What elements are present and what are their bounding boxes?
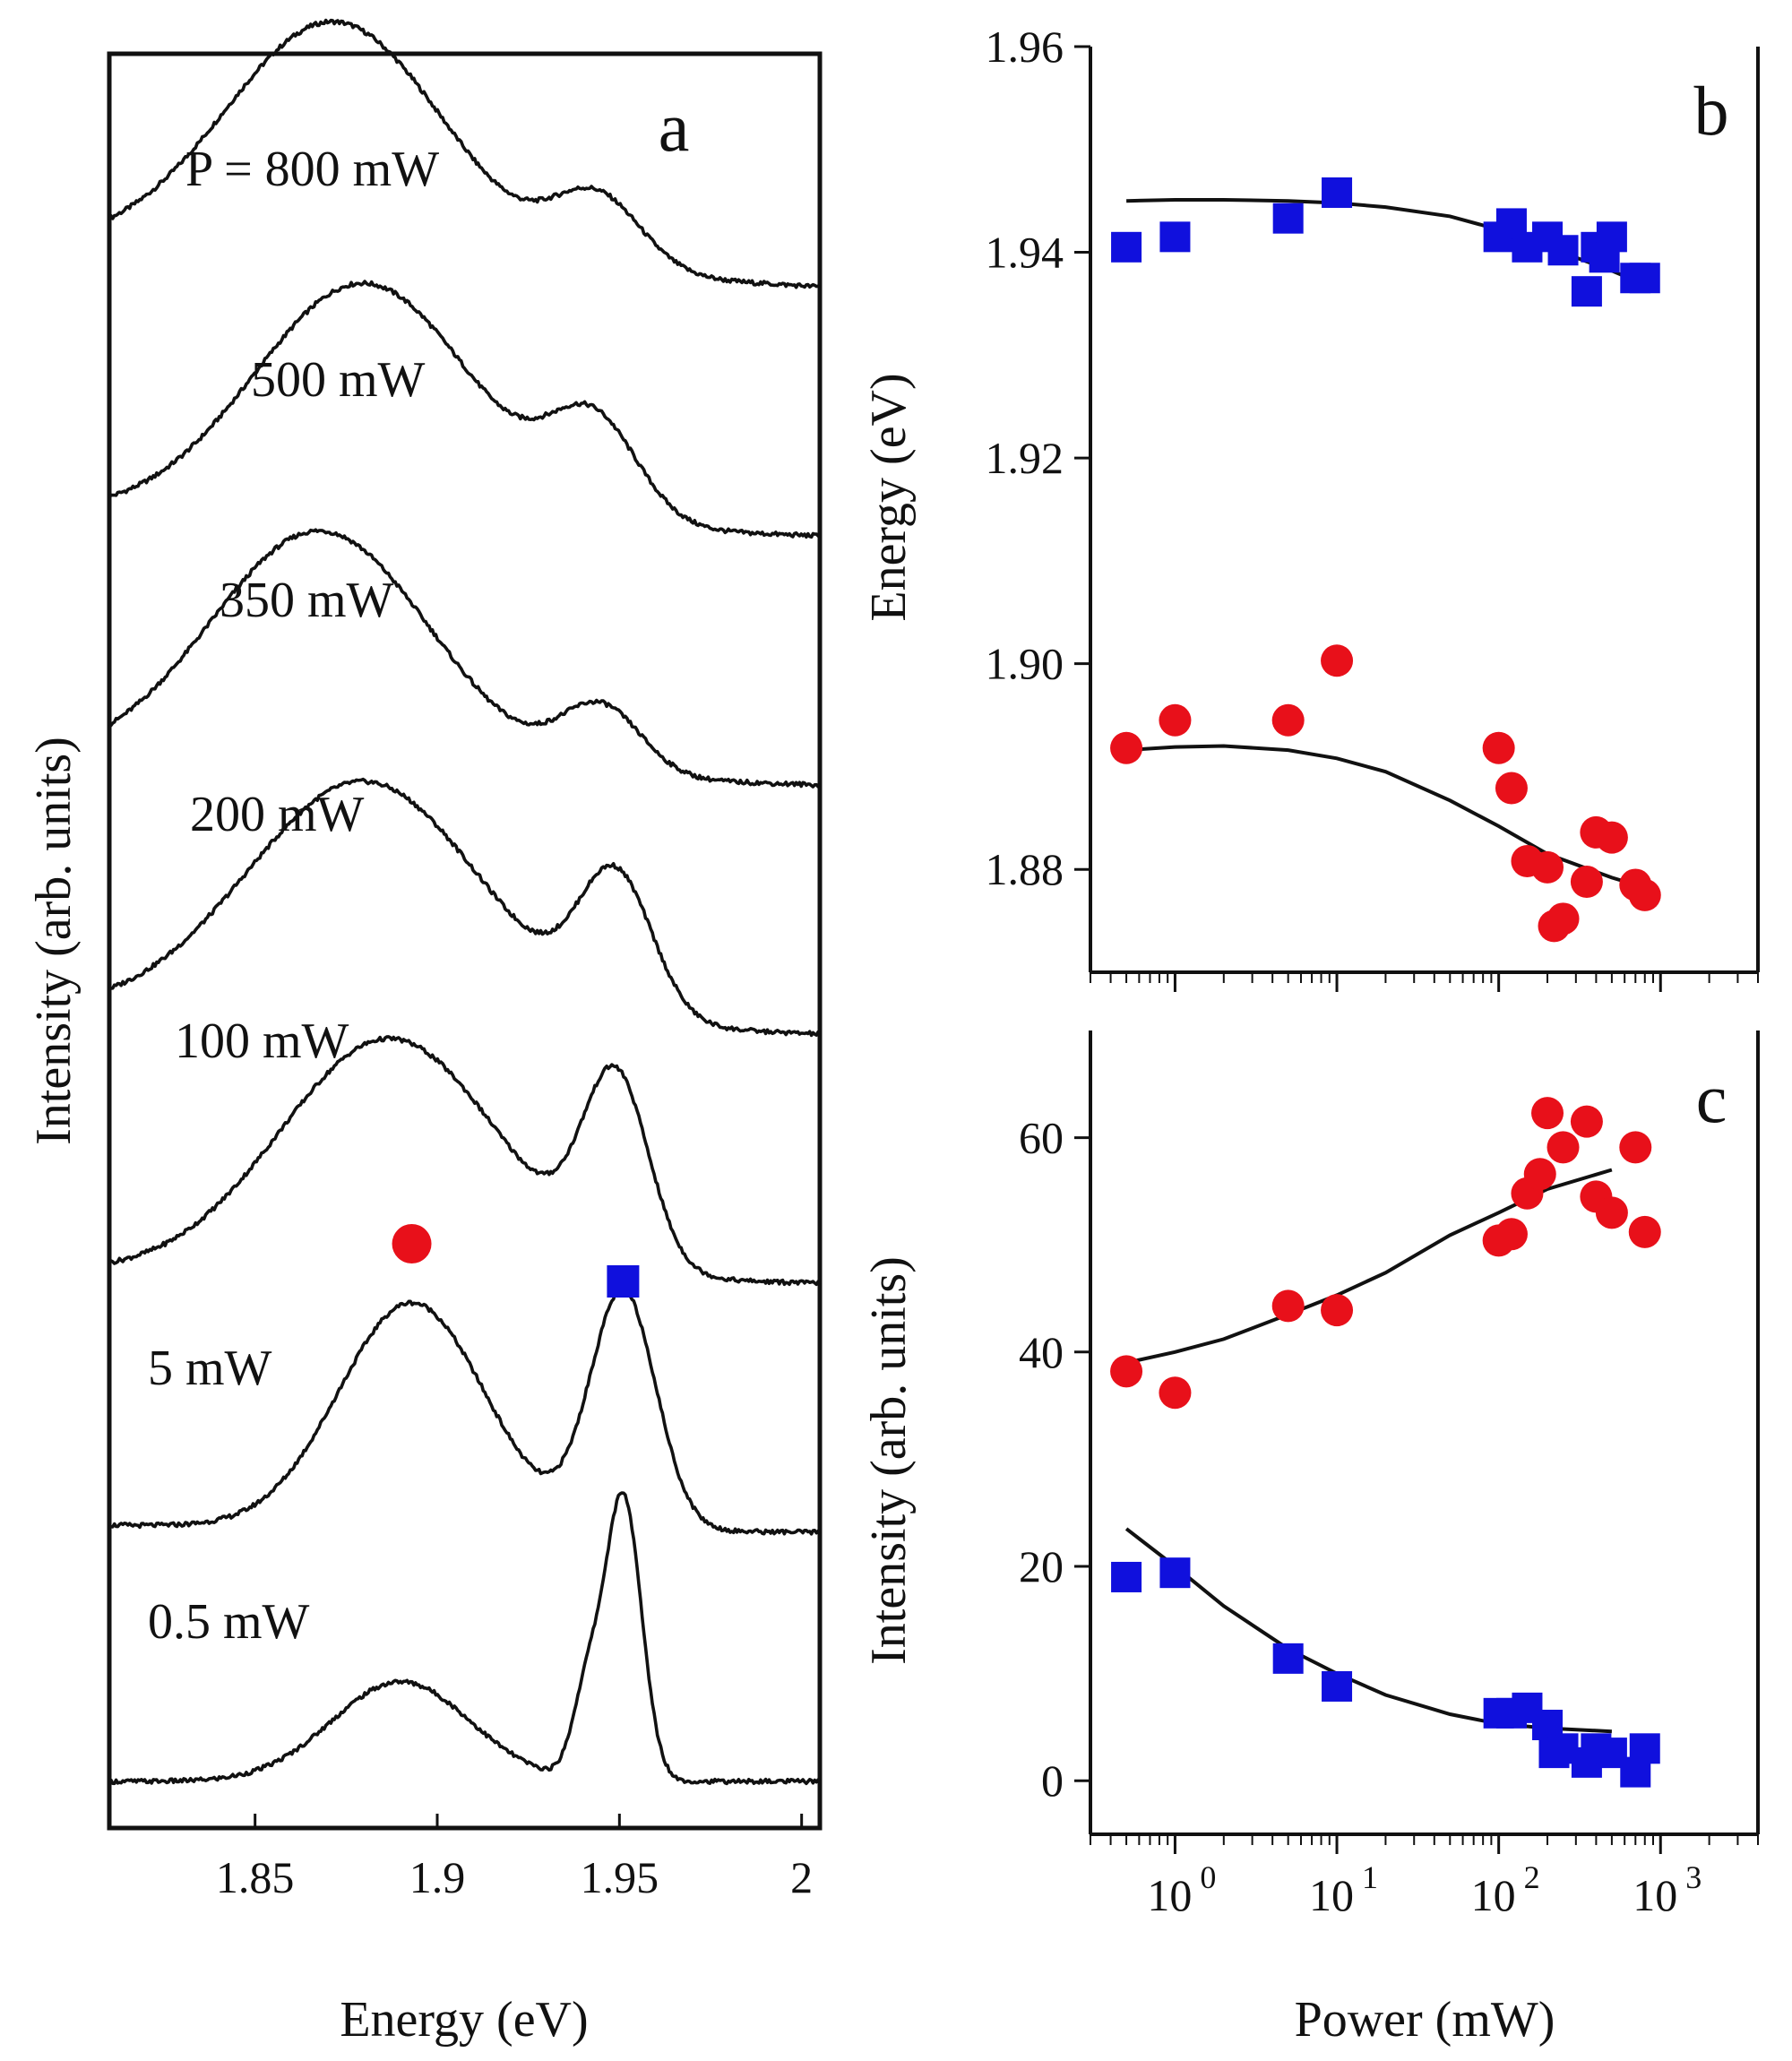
spectrum-500-mW bbox=[108, 280, 822, 539]
panel-c-ylabel: Intensity (arb. units) bbox=[861, 1256, 917, 1665]
spectrum-200-mW bbox=[108, 777, 821, 1038]
power-label: 350 mW bbox=[220, 573, 394, 628]
y-tick-label: 0 bbox=[1041, 1755, 1064, 1806]
panel-c-points bbox=[1110, 1097, 1661, 1788]
blue-square-point bbox=[1272, 203, 1304, 234]
panel-a-xtick-label: 2 bbox=[790, 1852, 813, 1902]
blue-square-point bbox=[1629, 1733, 1660, 1764]
x-tick-label: 10 bbox=[1633, 1870, 1677, 1920]
red-circle-point bbox=[1495, 772, 1528, 805]
red-circle-point bbox=[1110, 1355, 1143, 1388]
blue-square-point bbox=[1629, 263, 1660, 294]
panel-b-axes: 1.88 1.90 1.92 1.94 1.96 bbox=[986, 22, 1760, 992]
blue-square-point bbox=[1272, 1643, 1304, 1674]
red-circle-point bbox=[1595, 1196, 1628, 1229]
red-circle-point bbox=[1570, 865, 1603, 898]
y-tick-label: 1.90 bbox=[986, 639, 1064, 689]
spectrum-0_5-mW bbox=[108, 1491, 821, 1786]
red-circle-point bbox=[1628, 878, 1661, 911]
panel-a-xtick-label: 1.85 bbox=[216, 1852, 295, 1902]
power-label: 0.5 mW bbox=[148, 1594, 310, 1650]
panel-b-points bbox=[1110, 177, 1661, 943]
panel-a: 1.85 1.9 1.95 2 P = 800 mW 500 mW 350 mW 200 m… bbox=[26, 18, 823, 2048]
x-tick-label: 10 bbox=[1309, 1870, 1354, 1920]
red-circle-point bbox=[1271, 1289, 1305, 1323]
blue-square-point bbox=[1111, 231, 1142, 263]
red-circle-point bbox=[1628, 1215, 1661, 1248]
blue-square-marker bbox=[607, 1265, 640, 1298]
power-label: 200 mW bbox=[190, 787, 365, 842]
panel-a-power-labels: P = 800 mW 500 mW 350 mW 200 mW 100 mW 5 mW 0.… bbox=[148, 142, 439, 1650]
x-tick-label: 10 bbox=[1147, 1870, 1192, 1920]
panel-a-xtick-label: 1.95 bbox=[581, 1852, 659, 1902]
panel-b-ylabel: Energy (eV) bbox=[861, 373, 917, 621]
red-circle-marker bbox=[392, 1224, 432, 1263]
x-tick-label: 10 bbox=[1471, 1870, 1516, 1920]
panel-a-spectra bbox=[108, 18, 822, 1786]
blue-square-point bbox=[1547, 235, 1579, 266]
power-label: 5 mW bbox=[148, 1341, 272, 1396]
red-circle-point bbox=[1110, 731, 1143, 764]
x-tick-exponent: 3 bbox=[1685, 1859, 1702, 1895]
blue-square-point bbox=[1322, 177, 1353, 208]
red-circle-point bbox=[1159, 703, 1192, 737]
y-tick-label: 1.94 bbox=[986, 228, 1064, 278]
panel-a-xticks: 1.85 1.9 1.95 2 bbox=[216, 1814, 813, 1902]
panel-a-ylabel: Intensity (arb. units) bbox=[26, 737, 82, 1145]
y-tick-label: 20 bbox=[1019, 1541, 1064, 1591]
blue-square-point bbox=[1159, 221, 1191, 253]
red-circle-point bbox=[1321, 1294, 1354, 1327]
red-circle-point bbox=[1619, 1131, 1652, 1164]
red-circle-point bbox=[1495, 1218, 1528, 1251]
spectrum-5-mW bbox=[108, 1286, 822, 1536]
power-label: 500 mW bbox=[251, 352, 426, 408]
x-tick-exponent: 2 bbox=[1524, 1859, 1540, 1895]
red-circle-point bbox=[1570, 1105, 1603, 1138]
spectrum-800-mW bbox=[108, 18, 822, 289]
red-circle-point bbox=[1321, 644, 1354, 677]
red-circle-point bbox=[1546, 902, 1580, 936]
x-tick-exponent: 0 bbox=[1200, 1859, 1216, 1895]
red-circle-point bbox=[1546, 1131, 1580, 1164]
panel-c-fits bbox=[1124, 1168, 1613, 1734]
red-circle-point bbox=[1531, 850, 1564, 884]
blue-square-point bbox=[1159, 1557, 1191, 1589]
panel-c-label: c bbox=[1696, 1059, 1727, 1137]
blue-square-point bbox=[1571, 276, 1602, 307]
y-tick-label: 1.88 bbox=[986, 844, 1064, 894]
fit-curve bbox=[1125, 744, 1654, 893]
red-circle-point bbox=[1531, 1097, 1564, 1130]
red-circle-point bbox=[1271, 703, 1305, 737]
panel-a-xtick-label: 1.9 bbox=[409, 1852, 466, 1902]
power-label: 100 mW bbox=[175, 1013, 349, 1069]
spectrum-100-mW bbox=[108, 1035, 822, 1287]
blue-square-point bbox=[1596, 221, 1627, 253]
blue-square-point bbox=[1111, 1561, 1142, 1592]
y-tick-label: 60 bbox=[1019, 1113, 1064, 1163]
y-tick-label: 1.92 bbox=[986, 433, 1064, 483]
y-tick-label: 40 bbox=[1019, 1327, 1064, 1377]
panel-a-label: a bbox=[659, 88, 690, 166]
spectrum-350-mW bbox=[108, 528, 822, 789]
blue-square-point bbox=[1322, 1670, 1353, 1702]
red-circle-point bbox=[1523, 1158, 1556, 1191]
red-circle-point bbox=[1482, 731, 1515, 764]
panel-a-frame bbox=[107, 51, 823, 1831]
x-tick-exponent: 1 bbox=[1362, 1859, 1378, 1895]
panel-b-label: b bbox=[1694, 72, 1729, 150]
panel-a-xlabel: Energy (eV) bbox=[340, 1992, 588, 2048]
y-tick-label: 1.96 bbox=[986, 22, 1064, 72]
red-circle-point bbox=[1159, 1376, 1192, 1410]
panel-a-markers bbox=[392, 1224, 640, 1298]
panel-b: 1.88 1.90 1.92 1.94 1.96 b Energy (eV) bbox=[861, 22, 1760, 992]
power-label: P = 800 mW bbox=[185, 142, 439, 197]
red-circle-point bbox=[1595, 821, 1628, 854]
panel-c-xlabel: Power (mW) bbox=[1295, 1992, 1555, 2048]
